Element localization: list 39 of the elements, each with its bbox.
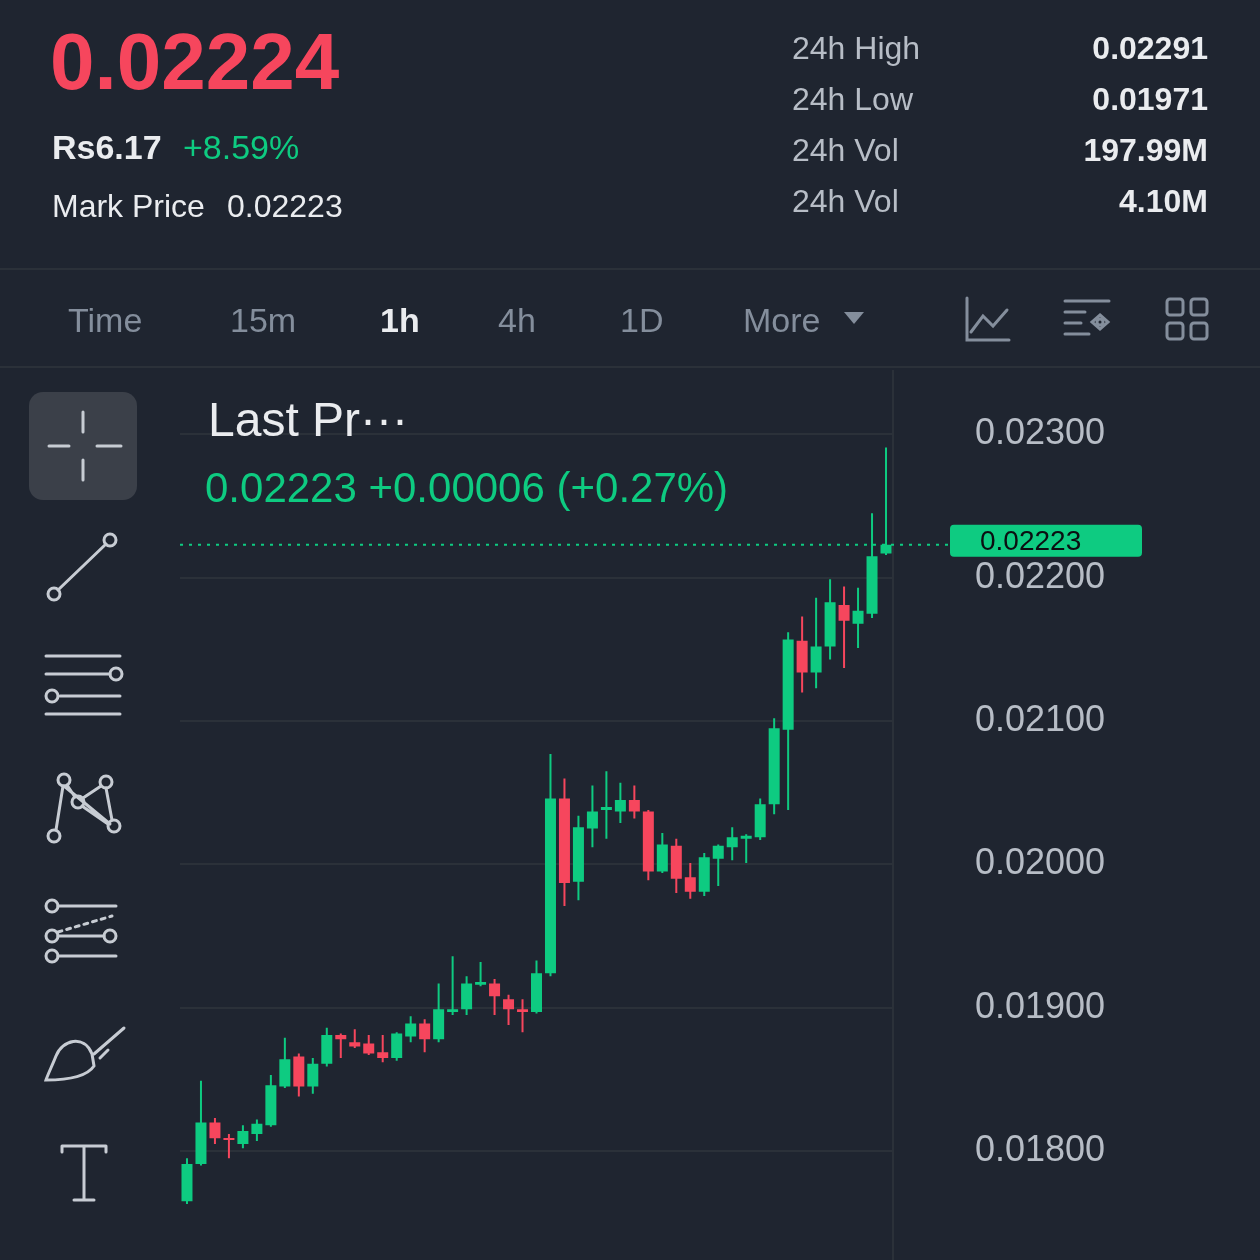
y-tick-label: 0.02300 [975, 411, 1106, 453]
candlestick [223, 1133, 235, 1159]
text: Last Pr··· [208, 393, 409, 446]
candlestick [852, 587, 864, 649]
candlestick [586, 785, 598, 848]
text: 24h High [792, 30, 921, 66]
text: 1D [620, 301, 664, 339]
text: More [743, 301, 821, 339]
y-tick-label: 0.01900 [975, 984, 1106, 1026]
y-tick-label: 0.02000 [975, 841, 1106, 883]
y-tick-label: 0.02100 [975, 698, 1106, 740]
candlestick [838, 586, 850, 669]
candlestick [447, 956, 459, 1015]
candlestick [517, 999, 529, 1033]
text: 0.01971 [1092, 81, 1208, 117]
text: 0.02223 +0.00006 (+0.27%) [205, 464, 729, 511]
text: 24h Low [792, 81, 913, 117]
text: Time [68, 301, 143, 339]
text: 4.10M [1119, 183, 1208, 219]
text: Mark Price [52, 188, 205, 224]
candlestick [684, 863, 696, 899]
text: 0.02224 [50, 17, 340, 106]
y-tick-label: 0.02200 [975, 554, 1106, 596]
candlestick [377, 1034, 389, 1063]
text: 0.02291 [1092, 30, 1208, 66]
text: 4h [498, 301, 536, 339]
candlestick [600, 771, 612, 839]
text: +8.59% [183, 128, 300, 166]
text: 24h Vol [792, 132, 899, 168]
text: 197.99M [1083, 132, 1208, 168]
text: 15m [230, 301, 297, 339]
candlestick [740, 834, 752, 864]
text: Rs6.17 [52, 128, 162, 166]
ref-line-label: 0.02223 [980, 524, 1082, 556]
candlestick [475, 961, 487, 987]
text: 0.02223 [227, 188, 343, 224]
text: 24h Vol [792, 183, 899, 219]
text: 1h [380, 301, 420, 339]
y-tick-label: 0.01800 [975, 1128, 1106, 1169]
